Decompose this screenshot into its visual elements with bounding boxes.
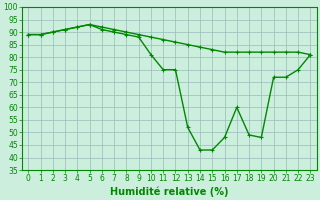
X-axis label: Humidité relative (%): Humidité relative (%) xyxy=(110,186,228,197)
